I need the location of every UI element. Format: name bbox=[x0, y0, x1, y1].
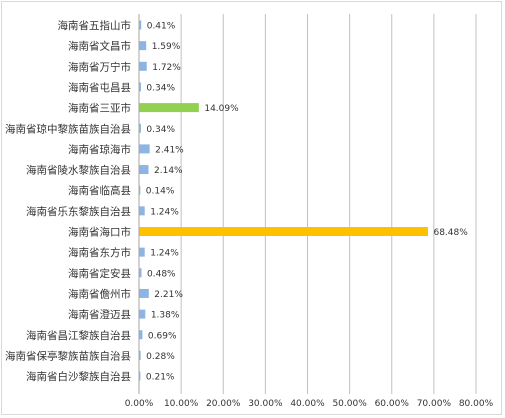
category-labels: 海南省五指山市海南省文昌市海南省万宁市海南省屯昌县海南省三亚市海南省琼中黎族苗族… bbox=[5, 19, 131, 383]
value-labels: 0.41% 1.59% 1.72% 0.34% 14.09% 0.34% 2.41% 2.14… bbox=[146, 22, 468, 383]
bar bbox=[139, 82, 141, 92]
bar bbox=[139, 350, 141, 360]
category-label: 海南省屯昌县 bbox=[68, 81, 131, 94]
value-label: 1.24% bbox=[150, 207, 179, 217]
bar bbox=[139, 61, 147, 71]
bar bbox=[139, 103, 199, 113]
value-label: 0.28% bbox=[146, 352, 175, 362]
value-label: 0.21% bbox=[146, 373, 175, 383]
category-label: 海南省琼海市 bbox=[68, 143, 131, 156]
bar bbox=[139, 185, 141, 195]
value-label: 2.21% bbox=[154, 290, 183, 300]
category-label: 海南省澄迈县 bbox=[68, 308, 131, 321]
value-label: 0.14% bbox=[146, 187, 175, 197]
x-tick-labels: 0.00% 10.00% 20.00% 30.00% 40.00% 50.00% 60.00… bbox=[125, 399, 494, 409]
value-label: 0.41% bbox=[147, 22, 176, 32]
category-label: 海南省乐东黎族自治县 bbox=[26, 205, 131, 218]
grid-lines bbox=[180, 14, 477, 394]
bars bbox=[139, 20, 428, 381]
value-label: 0.69% bbox=[148, 331, 177, 341]
bar bbox=[139, 227, 428, 236]
category-label: 海南省陵水黎族自治县 bbox=[26, 164, 131, 177]
value-label: 2.14% bbox=[154, 166, 183, 176]
value-label: 0.48% bbox=[147, 269, 176, 279]
value-label: 1.72% bbox=[152, 63, 181, 73]
x-tick-label: 60.00% bbox=[375, 399, 410, 409]
bar bbox=[139, 144, 150, 154]
category-label: 海南省五指山市 bbox=[58, 19, 132, 32]
category-label: 海南省三亚市 bbox=[68, 102, 131, 115]
category-label: 海南省白沙黎族自治县 bbox=[26, 370, 131, 383]
bar bbox=[139, 247, 145, 257]
bar bbox=[139, 371, 141, 381]
value-label: 1.59% bbox=[152, 42, 181, 52]
bar bbox=[139, 268, 142, 278]
x-tick-label: 40.00% bbox=[290, 399, 325, 409]
bar bbox=[139, 288, 149, 298]
value-label: 2.41% bbox=[155, 145, 184, 155]
value-label: 14.09% bbox=[204, 104, 239, 114]
category-label: 海南省儋州市 bbox=[68, 287, 131, 300]
category-label: 海南省琼中黎族苗族自治县 bbox=[5, 122, 131, 135]
bar bbox=[139, 206, 145, 216]
bar bbox=[139, 20, 142, 30]
x-tick-label: 20.00% bbox=[206, 399, 241, 409]
value-label: 68.48% bbox=[433, 228, 468, 238]
value-label: 0.34% bbox=[146, 83, 175, 93]
x-tick-label: 50.00% bbox=[332, 399, 367, 409]
x-tick-label: 70.00% bbox=[417, 399, 452, 409]
value-label: 0.34% bbox=[146, 125, 175, 135]
value-label: 1.38% bbox=[151, 311, 180, 321]
category-label: 海南省临高县 bbox=[68, 184, 131, 197]
category-label: 海南省昌江黎族自治县 bbox=[26, 329, 131, 342]
category-label: 海南省定安县 bbox=[68, 267, 131, 280]
category-label: 海南省万宁市 bbox=[68, 60, 131, 73]
category-label: 海南省文昌市 bbox=[68, 40, 131, 53]
x-tick-label: 0.00% bbox=[125, 399, 154, 409]
category-label: 海南省东方市 bbox=[68, 246, 131, 259]
bar bbox=[139, 41, 147, 51]
x-tick-label: 10.00% bbox=[164, 399, 199, 409]
category-label: 海南省保亭黎族苗族自治县 bbox=[5, 349, 131, 362]
category-label: 海南省海口市 bbox=[68, 226, 131, 239]
bar bbox=[139, 123, 141, 133]
value-label: 1.24% bbox=[150, 249, 179, 259]
bar bbox=[139, 330, 143, 340]
x-tick-label: 30.00% bbox=[248, 399, 283, 409]
x-tick-label: 80.00% bbox=[459, 399, 494, 409]
bar bbox=[139, 165, 149, 175]
bar bbox=[139, 309, 146, 319]
